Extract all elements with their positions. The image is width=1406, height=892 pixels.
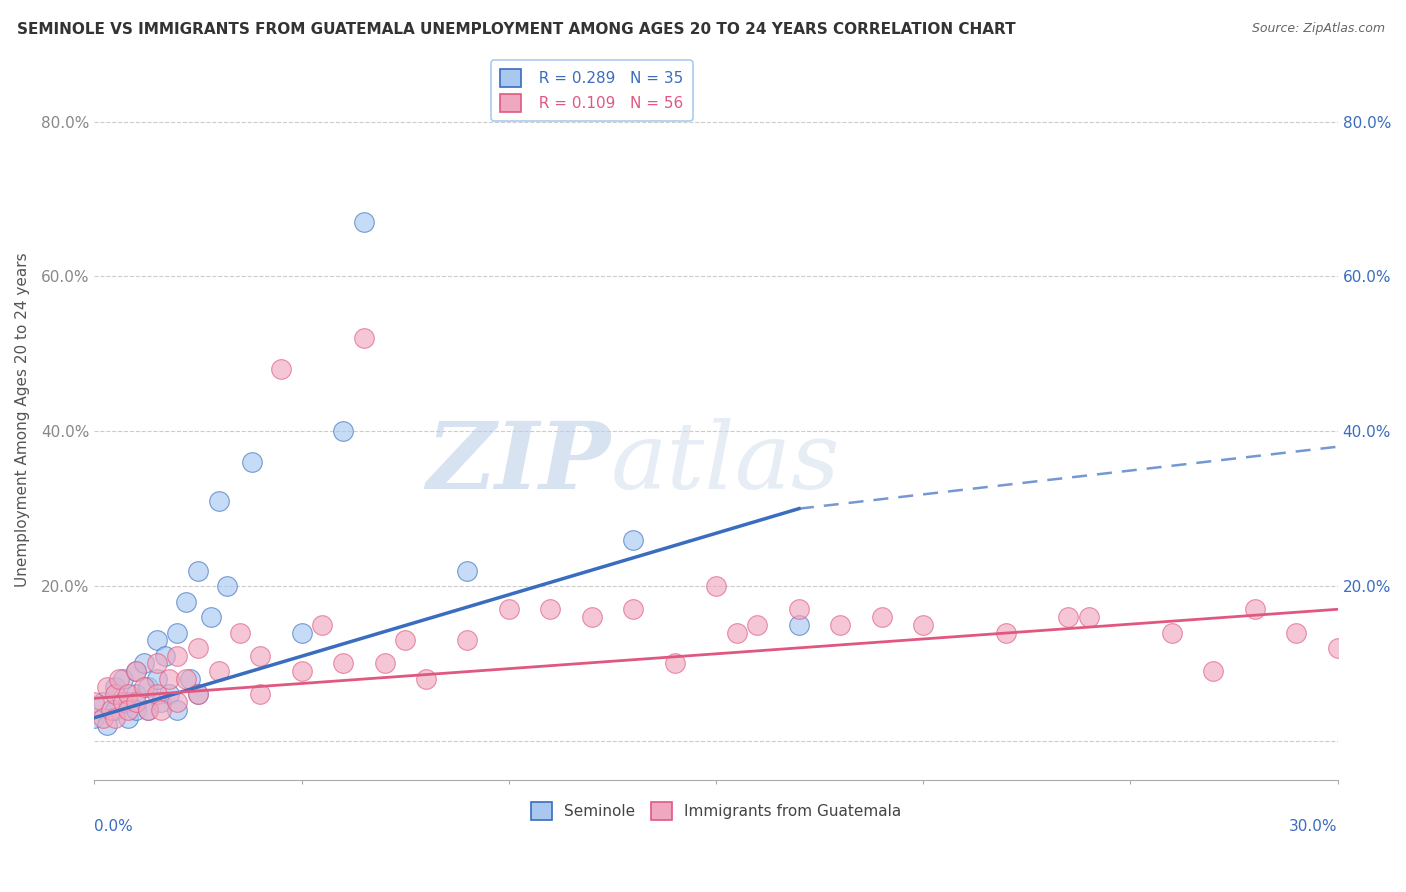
Point bbox=[332, 657, 354, 671]
Point bbox=[149, 703, 172, 717]
Point bbox=[125, 695, 148, 709]
Point bbox=[125, 665, 148, 679]
Point bbox=[870, 610, 893, 624]
Point bbox=[1160, 625, 1182, 640]
Point bbox=[157, 688, 180, 702]
Point bbox=[787, 617, 810, 632]
Point bbox=[138, 680, 160, 694]
Point bbox=[353, 215, 375, 229]
Point bbox=[1202, 665, 1225, 679]
Y-axis label: Unemployment Among Ages 20 to 24 years: Unemployment Among Ages 20 to 24 years bbox=[15, 252, 30, 587]
Point bbox=[187, 688, 209, 702]
Point bbox=[1243, 602, 1265, 616]
Point bbox=[166, 695, 188, 709]
Point bbox=[174, 594, 197, 608]
Point bbox=[91, 695, 114, 709]
Point bbox=[166, 625, 188, 640]
Point bbox=[145, 633, 167, 648]
Point bbox=[134, 657, 156, 671]
Point bbox=[125, 688, 148, 702]
Point bbox=[117, 695, 139, 709]
Point bbox=[83, 695, 105, 709]
Point bbox=[174, 672, 197, 686]
Point bbox=[117, 711, 139, 725]
Point bbox=[830, 617, 852, 632]
Point bbox=[538, 602, 561, 616]
Point bbox=[157, 672, 180, 686]
Point bbox=[664, 657, 686, 671]
Point bbox=[353, 331, 375, 345]
Point bbox=[108, 672, 131, 686]
Point bbox=[208, 665, 231, 679]
Point bbox=[1057, 610, 1080, 624]
Point bbox=[125, 665, 148, 679]
Point bbox=[145, 657, 167, 671]
Text: Source: ZipAtlas.com: Source: ZipAtlas.com bbox=[1251, 22, 1385, 36]
Point bbox=[117, 703, 139, 717]
Point bbox=[704, 579, 727, 593]
Point bbox=[125, 703, 148, 717]
Point bbox=[725, 625, 748, 640]
Point bbox=[249, 648, 271, 663]
Point bbox=[747, 617, 769, 632]
Point bbox=[787, 602, 810, 616]
Point bbox=[200, 610, 222, 624]
Point bbox=[581, 610, 603, 624]
Point bbox=[91, 711, 114, 725]
Point bbox=[332, 424, 354, 438]
Point bbox=[104, 703, 127, 717]
Point bbox=[138, 703, 160, 717]
Point bbox=[1326, 640, 1348, 655]
Point bbox=[291, 625, 314, 640]
Point bbox=[1078, 610, 1101, 624]
Point bbox=[117, 688, 139, 702]
Point bbox=[96, 680, 118, 694]
Point bbox=[187, 564, 209, 578]
Point bbox=[153, 648, 176, 663]
Point bbox=[112, 695, 135, 709]
Point bbox=[187, 688, 209, 702]
Point bbox=[208, 494, 231, 508]
Point bbox=[311, 617, 333, 632]
Text: SEMINOLE VS IMMIGRANTS FROM GUATEMALA UNEMPLOYMENT AMONG AGES 20 TO 24 YEARS COR: SEMINOLE VS IMMIGRANTS FROM GUATEMALA UN… bbox=[17, 22, 1015, 37]
Point bbox=[166, 648, 188, 663]
Point bbox=[240, 455, 263, 469]
Point bbox=[270, 362, 292, 376]
Point bbox=[374, 657, 396, 671]
Point bbox=[1285, 625, 1308, 640]
Point bbox=[394, 633, 416, 648]
Point bbox=[145, 688, 167, 702]
Point bbox=[621, 602, 644, 616]
Point bbox=[415, 672, 437, 686]
Point bbox=[995, 625, 1018, 640]
Point bbox=[187, 640, 209, 655]
Point bbox=[138, 703, 160, 717]
Point bbox=[912, 617, 935, 632]
Point bbox=[104, 711, 127, 725]
Point bbox=[249, 688, 271, 702]
Point bbox=[145, 672, 167, 686]
Point bbox=[100, 703, 122, 717]
Point bbox=[112, 672, 135, 686]
Point bbox=[621, 533, 644, 547]
Point bbox=[96, 718, 118, 732]
Text: ZIP: ZIP bbox=[426, 417, 610, 508]
Point bbox=[166, 703, 188, 717]
Text: atlas: atlas bbox=[610, 417, 839, 508]
Text: 30.0%: 30.0% bbox=[1289, 819, 1337, 834]
Point bbox=[104, 688, 127, 702]
Point bbox=[134, 680, 156, 694]
Point bbox=[149, 695, 172, 709]
Point bbox=[456, 564, 478, 578]
Point bbox=[291, 665, 314, 679]
Point bbox=[217, 579, 239, 593]
Point bbox=[83, 711, 105, 725]
Point bbox=[179, 672, 201, 686]
Legend: Seminole, Immigrants from Guatemala: Seminole, Immigrants from Guatemala bbox=[524, 797, 908, 826]
Point bbox=[498, 602, 520, 616]
Text: 0.0%: 0.0% bbox=[94, 819, 134, 834]
Point bbox=[456, 633, 478, 648]
Point bbox=[228, 625, 250, 640]
Point bbox=[104, 680, 127, 694]
